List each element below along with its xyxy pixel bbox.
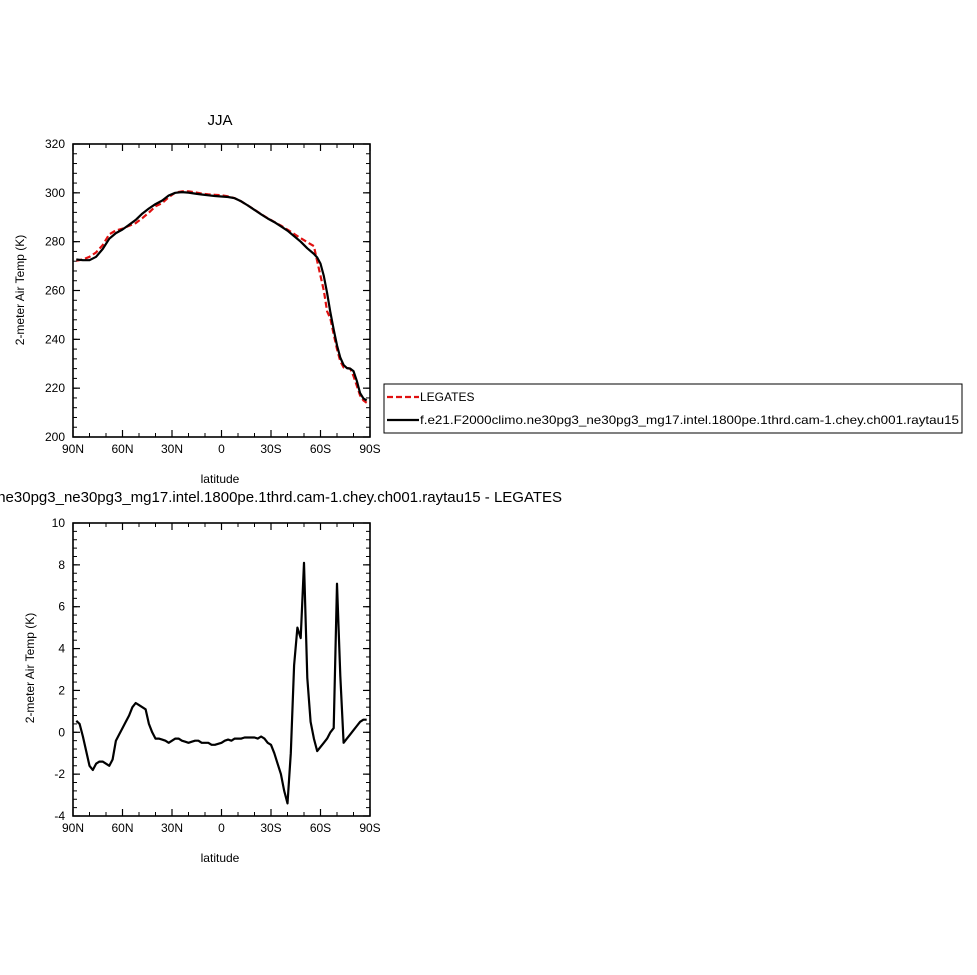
x-tick-label: 30N: [161, 442, 183, 456]
series-line-legates: [76, 190, 368, 404]
y-tick-label: 8: [58, 558, 65, 572]
y-tick-label: 260: [45, 284, 65, 298]
legend-box: [383, 383, 963, 434]
y-tick-label: 320: [45, 137, 65, 151]
x-tick-label: 60N: [111, 821, 133, 835]
x-tick-label: 60S: [310, 821, 331, 835]
x-tick-label: 90N: [62, 442, 84, 456]
top-y-axis-label: 2-meter Air Temp (K): [13, 235, 27, 345]
y-tick-label: 220: [45, 381, 65, 395]
x-tick-label: 90S: [359, 821, 380, 835]
y-tick-label: 0: [58, 725, 65, 739]
series-line-model: [76, 191, 368, 402]
x-tick-label: 60N: [111, 442, 133, 456]
legend-label-model: f.e21.F2000climo.ne30pg3_ne30pg3_mg17.in…: [420, 413, 959, 427]
x-tick-label: 30S: [260, 821, 281, 835]
x-tick-label: 0: [218, 821, 225, 835]
bottom-x-axis-label: latitude: [201, 851, 240, 865]
bottom-y-axis-label: 2-meter Air Temp (K): [23, 613, 37, 723]
top-x-axis-label: latitude: [201, 472, 240, 486]
x-tick-label: 60S: [310, 442, 331, 456]
legend-label-legates: LEGATES: [420, 390, 474, 404]
x-tick-label: 90S: [359, 442, 380, 456]
legend: LEGATES f.e21.F2000climo.ne30pg3_ne30pg3…: [383, 383, 963, 434]
top-chart-title: JJA: [207, 112, 232, 129]
y-tick-label: 300: [45, 186, 65, 200]
y-tick-label: -2: [54, 767, 65, 781]
bottom-chart-title: f.e21.F2000climo.ne30pg3_ne30pg3_mg17.in…: [0, 489, 562, 506]
bottom-chart-panel: f.e21.F2000climo.ne30pg3_ne30pg3_mg17.in…: [0, 489, 562, 865]
y-tick-label: 2: [58, 683, 65, 697]
y-tick-label: 200: [45, 430, 65, 444]
x-tick-label: 30N: [161, 821, 183, 835]
y-tick-label: 4: [58, 642, 65, 656]
y-tick-label: 6: [58, 600, 65, 614]
y-tick-label: 10: [52, 516, 66, 530]
difference-line: [75, 561, 367, 805]
y-tick-label: -4: [54, 809, 65, 823]
top-chart-panel: JJA 90N 60N 30N 0 30S 60S 90S 200 220 240 260 280 30…: [13, 112, 963, 486]
y-tick-label: 240: [45, 332, 65, 346]
top-plot-frame: [72, 143, 371, 438]
y-tick-label: 280: [45, 235, 65, 249]
x-tick-label: 0: [218, 442, 225, 456]
x-tick-label: 90N: [62, 821, 84, 835]
x-tick-label: 30S: [260, 442, 281, 456]
bottom-plot-frame: [72, 522, 371, 817]
